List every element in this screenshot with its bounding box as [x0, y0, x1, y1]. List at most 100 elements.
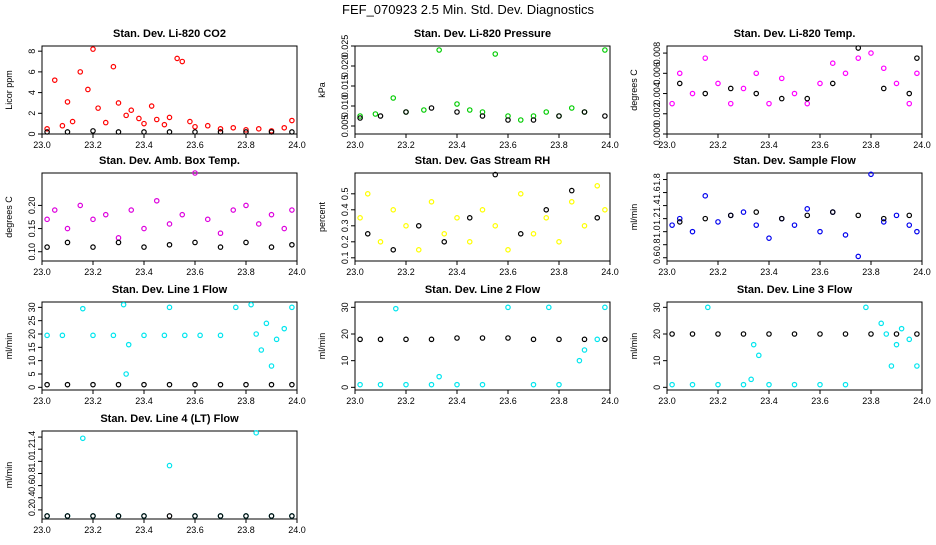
chart-svg: 23.0 23.2 23.4 23.6 23.8 24.00.20.40.60.81.01… [4, 430, 306, 535]
y-tick-label: 2 [27, 111, 37, 116]
data-point-reference [141, 244, 147, 250]
data-point-primary [914, 363, 920, 369]
y-tick-label: 0.008 [652, 42, 662, 65]
data-point-primary [289, 207, 295, 213]
x-tick-label: 23.0 [346, 267, 364, 277]
y-tick-label: 25 [27, 316, 37, 326]
data-point-primary [556, 381, 562, 388]
data-point-primary [136, 115, 142, 122]
data-point-primary [253, 430, 260, 436]
data-point-primary [568, 198, 575, 205]
data-point-reference [64, 239, 71, 246]
data-point-primary [766, 381, 772, 388]
data-point-primary [166, 462, 173, 469]
chart-title: Stan. Dev. Line 4 (LT) Flow [100, 413, 239, 425]
data-point-primary [153, 197, 160, 204]
y-tick-label: 5 [27, 371, 37, 376]
data-point-primary [748, 376, 754, 383]
data-point-reference [454, 109, 460, 115]
data-point-reference [377, 336, 384, 343]
y-tick-label: 0.4 [27, 492, 37, 505]
data-point-primary [466, 107, 473, 113]
data-point-primary [90, 216, 96, 223]
data-point-primary [243, 202, 249, 209]
data-point-primary [546, 304, 552, 311]
data-point-primary [602, 304, 608, 311]
data-point-reference [479, 113, 486, 119]
data-point-primary [556, 239, 562, 245]
x-tick-label: 23.0 [658, 396, 676, 406]
data-point-primary [161, 121, 168, 128]
data-point-primary [740, 381, 747, 388]
y-tick-label: 1.0 [652, 225, 662, 238]
x-tick-label: 23.6 [499, 396, 517, 406]
x-tick-label: 23.8 [862, 396, 880, 406]
y-tick-label: 0.20 [27, 197, 37, 215]
x-tick-label: 23.0 [33, 140, 51, 150]
plot-frame [354, 45, 611, 135]
data-point-reference [217, 381, 224, 388]
data-point-primary [505, 304, 511, 311]
data-point-reference [868, 331, 874, 337]
data-point-primary [842, 381, 849, 388]
y-axis-label: ml/min [4, 333, 14, 360]
data-point-primary [454, 381, 460, 388]
data-point-primary [791, 222, 798, 228]
data-point-primary [128, 107, 135, 113]
data-point-primary [817, 80, 823, 87]
y-tick-label: 4 [27, 90, 37, 95]
data-point-primary [689, 381, 696, 388]
x-tick-label: 23.4 [760, 140, 778, 150]
y-tick-label: 0.6 [652, 251, 662, 264]
y-tick-label: 20 [340, 329, 350, 339]
data-point-primary [182, 332, 188, 339]
data-point-primary [390, 206, 397, 213]
data-point-primary [357, 214, 363, 221]
chart-panel-line1-flow: Stan. Dev. Line 1 Flow 23.0 23.2 23.4 23.6 23… [4, 284, 317, 416]
data-point-primary [530, 231, 537, 237]
data-point-reference [778, 215, 785, 222]
data-point-reference [268, 244, 275, 250]
chart-title: Stan. Dev. Li-820 Pressure [413, 28, 552, 40]
data-point-reference [44, 244, 50, 250]
data-point-primary [669, 222, 675, 228]
data-point-primary [898, 325, 905, 332]
y-tick-label: 0.4 [340, 204, 350, 217]
data-point-primary [576, 357, 583, 364]
data-point-primary [77, 202, 84, 209]
data-point-primary [436, 373, 442, 380]
data-point-reference [289, 129, 295, 135]
data-point-reference [842, 331, 849, 337]
data-point-primary [281, 124, 288, 131]
data-point-reference [90, 244, 96, 250]
x-tick-label: 23.4 [448, 267, 466, 277]
x-tick-label: 23.4 [135, 525, 153, 535]
data-point-reference [243, 239, 249, 246]
data-point-primary [115, 235, 122, 241]
data-point-reference [217, 129, 224, 135]
data-point-primary [454, 214, 460, 221]
data-point-reference [268, 513, 275, 519]
y-tick-label: 0 [340, 385, 350, 390]
data-point-primary [148, 103, 155, 109]
data-point-primary [893, 212, 900, 219]
data-point-reference [243, 129, 249, 135]
x-tick-label: 23.0 [33, 267, 51, 277]
data-point-primary [166, 304, 173, 311]
data-point-reference [880, 85, 887, 92]
y-tick-label: 20 [652, 329, 662, 339]
data-point-primary [268, 363, 275, 369]
chart-svg: 23.0 23.2 23.4 23.6 23.8 24.0 0.1 0.2 0.3 0.4 0.5 p… [317, 171, 619, 277]
x-tick-label: 23.8 [237, 267, 255, 277]
data-point-primary [255, 126, 262, 132]
data-point-reference [715, 331, 721, 337]
x-tick-label: 23.6 [186, 396, 204, 406]
data-point-primary [59, 332, 66, 339]
data-point-primary [289, 117, 295, 124]
data-point-reference [415, 223, 422, 229]
x-tick-label: 23.6 [186, 525, 204, 535]
y-axis-label: ml/min [629, 333, 639, 360]
data-point-reference [855, 45, 862, 51]
x-tick-label: 23.8 [237, 525, 255, 535]
chart-panel-line4-flow: Stan. Dev. Line 4 (LT) Flow 23.0 23.2 23.4 2… [4, 413, 317, 545]
